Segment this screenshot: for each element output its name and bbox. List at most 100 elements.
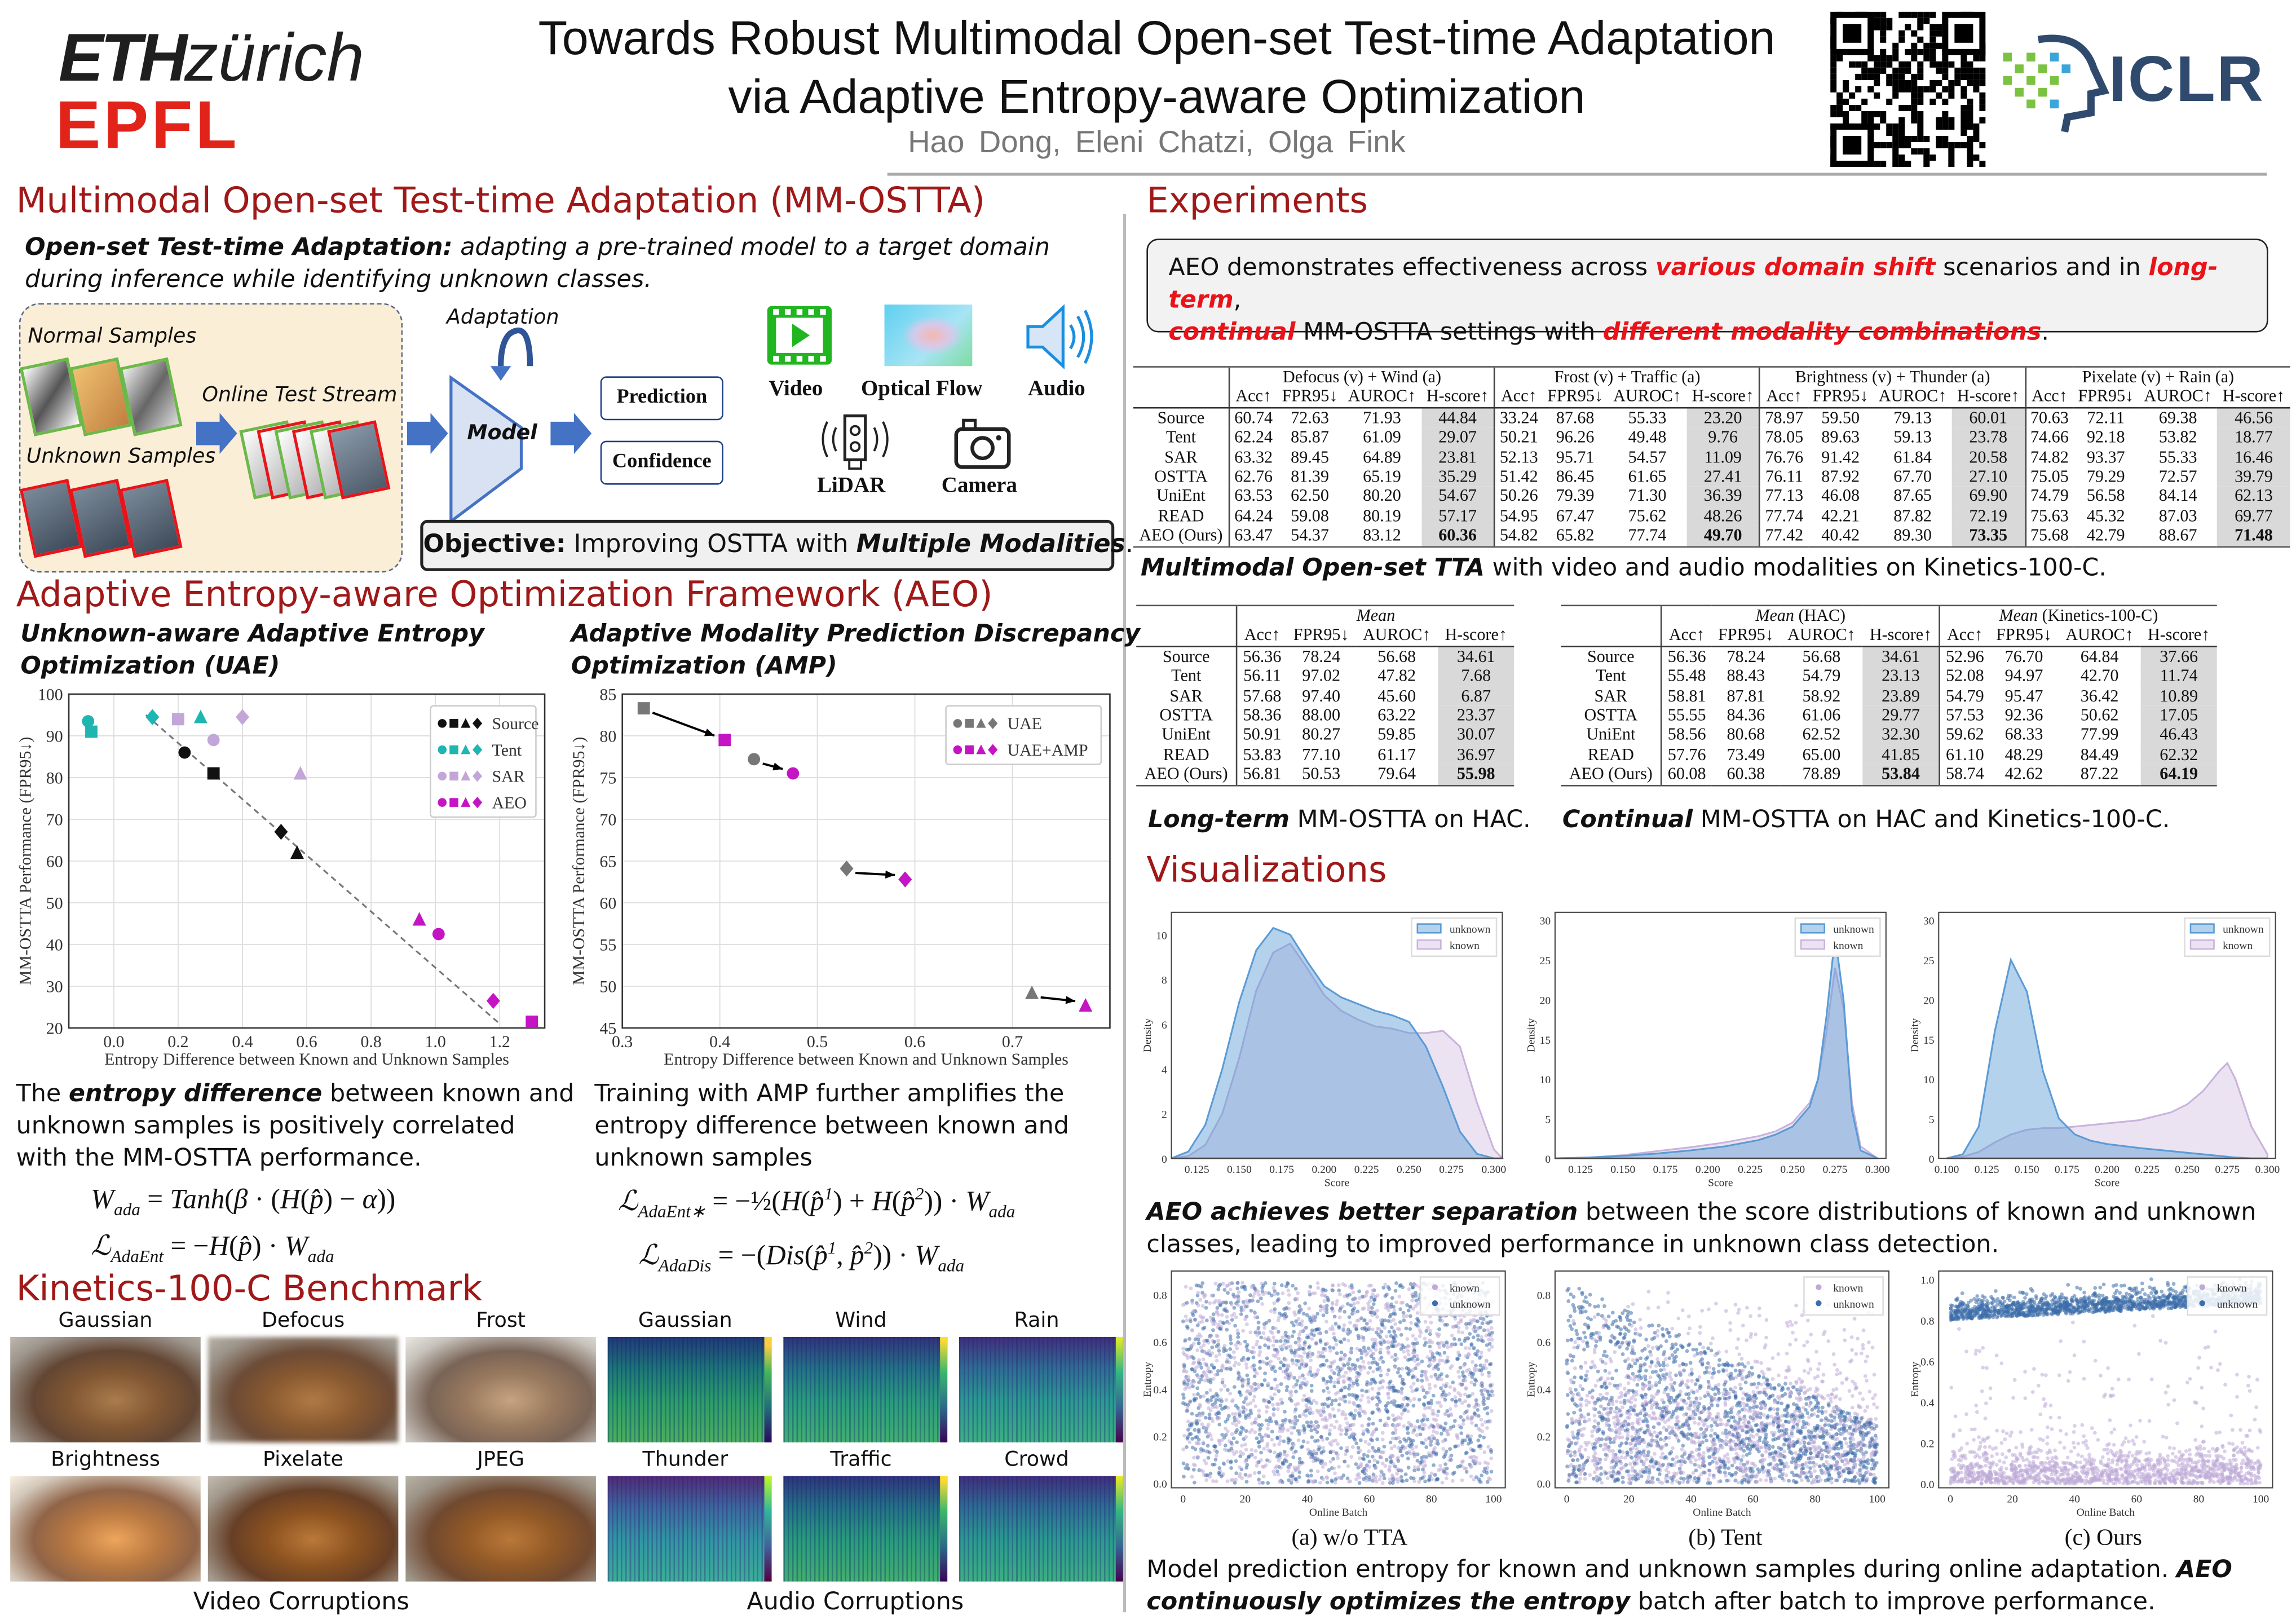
triangle-marker <box>461 718 471 728</box>
known-point <box>1265 1441 1270 1446</box>
unknown-point <box>1837 1428 1842 1432</box>
unknown-point <box>1185 1409 1189 1413</box>
known-point <box>1293 1353 1297 1358</box>
unknown-point <box>1217 1422 1222 1427</box>
unknown-point <box>1297 1475 1301 1479</box>
table-column-header: H-score↑ <box>1438 625 1515 647</box>
qr-module <box>1961 67 1967 74</box>
unknown-point <box>1282 1307 1286 1311</box>
diamond-marker <box>988 744 998 756</box>
unknown-point <box>1343 1385 1347 1389</box>
unknown-point <box>1328 1450 1333 1455</box>
known-point <box>1631 1302 1635 1307</box>
unknown-point <box>1405 1451 1409 1455</box>
table-cell: 65.82 <box>1542 526 1608 548</box>
unknown-point <box>1376 1407 1380 1411</box>
unknown-point <box>1214 1398 1218 1402</box>
known-point <box>1212 1300 1216 1305</box>
unknown-point <box>1401 1285 1405 1290</box>
table-cell: 55.33 <box>2158 447 2197 467</box>
table2-caption: Long-term MM-OSTTA on HAC. <box>1147 805 1531 833</box>
unknown-point <box>1372 1341 1376 1346</box>
known-point <box>1342 1374 1346 1379</box>
known-point <box>1360 1424 1365 1428</box>
qr-module <box>1874 92 1880 99</box>
qr-module <box>1898 67 1905 74</box>
known-point <box>1200 1304 1205 1308</box>
known-point <box>1629 1396 1633 1400</box>
known-point <box>1334 1392 1338 1396</box>
known-point <box>1465 1336 1469 1340</box>
known-point <box>1460 1478 1464 1482</box>
known-point <box>1379 1369 1383 1373</box>
known-point <box>1269 1395 1273 1400</box>
legend-label: Source <box>492 714 539 733</box>
unknown-point <box>1600 1437 1604 1441</box>
plot-frame <box>68 693 546 1029</box>
qr-module <box>1867 111 1874 117</box>
unknown-point <box>1445 1409 1450 1413</box>
unknown-point <box>1310 1435 1314 1440</box>
table-cell: 80.27 <box>1302 725 1341 745</box>
circle-marker <box>207 734 220 747</box>
unknown-point <box>1482 1398 1486 1403</box>
unknown-point <box>1460 1370 1465 1374</box>
square-marker <box>172 713 184 726</box>
table-cell: 35.29 <box>1421 467 1495 487</box>
known-point <box>1258 1350 1262 1354</box>
known-point <box>1271 1335 1276 1340</box>
qr-code[interactable] <box>1830 11 1986 167</box>
unknown-point <box>1216 1287 1221 1291</box>
unknown-point <box>1221 1300 1225 1305</box>
qr-module <box>1880 161 1887 167</box>
known-point <box>1297 1375 1302 1379</box>
qr-module <box>1861 61 1868 68</box>
known-point <box>1387 1351 1391 1355</box>
unknown-point <box>1825 1454 1829 1459</box>
unknown-point <box>1568 1324 1573 1328</box>
unknown-point <box>1243 1472 1248 1477</box>
unknown-point <box>1213 1445 1218 1449</box>
table-cell: 34.61 <box>1438 646 1515 667</box>
unknown-point <box>1339 1388 1343 1392</box>
unknown-point <box>1855 1448 1860 1453</box>
known-point <box>1349 1423 1354 1427</box>
unknown-point <box>1229 1460 1233 1464</box>
square-marker <box>637 702 650 715</box>
known-point <box>1759 1361 1763 1365</box>
known-point <box>1315 1425 1319 1429</box>
unknown-point <box>1412 1468 1416 1472</box>
known-point <box>1605 1391 1609 1396</box>
known-point <box>1670 1353 1675 1357</box>
table-cell: 69.77 <box>2217 506 2290 526</box>
unknown-point <box>1487 1332 1491 1337</box>
qr-module <box>1874 17 1880 24</box>
unknown-point <box>1473 1329 1477 1334</box>
known-point <box>1181 1447 1186 1451</box>
unknown-point <box>1195 1435 1199 1439</box>
known-point <box>1707 1307 1711 1312</box>
unknown-point <box>1485 1411 1490 1416</box>
known-point <box>1402 1314 1406 1318</box>
header-divider <box>887 173 2267 176</box>
qr-module <box>1948 142 1955 149</box>
known-point <box>1337 1476 1342 1480</box>
method-cell: UniEnt <box>1162 725 1211 745</box>
unknown-point <box>1315 1312 1320 1316</box>
known-point <box>1460 1401 1464 1405</box>
known-point <box>1479 1418 1483 1422</box>
density-curve-unknown <box>1171 926 1503 1159</box>
known-point <box>1849 1335 1854 1339</box>
x-tick-label: 60 <box>1364 1493 1375 1505</box>
method-cell: AEO (Ours) <box>1561 765 1662 786</box>
unknown-point <box>1186 1348 1191 1352</box>
qr-module <box>1898 161 1905 167</box>
known-point <box>1190 1300 1195 1305</box>
known-point <box>1386 1392 1390 1396</box>
known-point <box>1313 1316 1317 1321</box>
unknown-point <box>1236 1340 1240 1344</box>
table-cell: 75.62 <box>1628 506 1667 526</box>
iclr-logo: ICLR <box>2108 43 2265 116</box>
known-point <box>1220 1438 1224 1442</box>
unknown-point <box>1853 1479 1857 1484</box>
